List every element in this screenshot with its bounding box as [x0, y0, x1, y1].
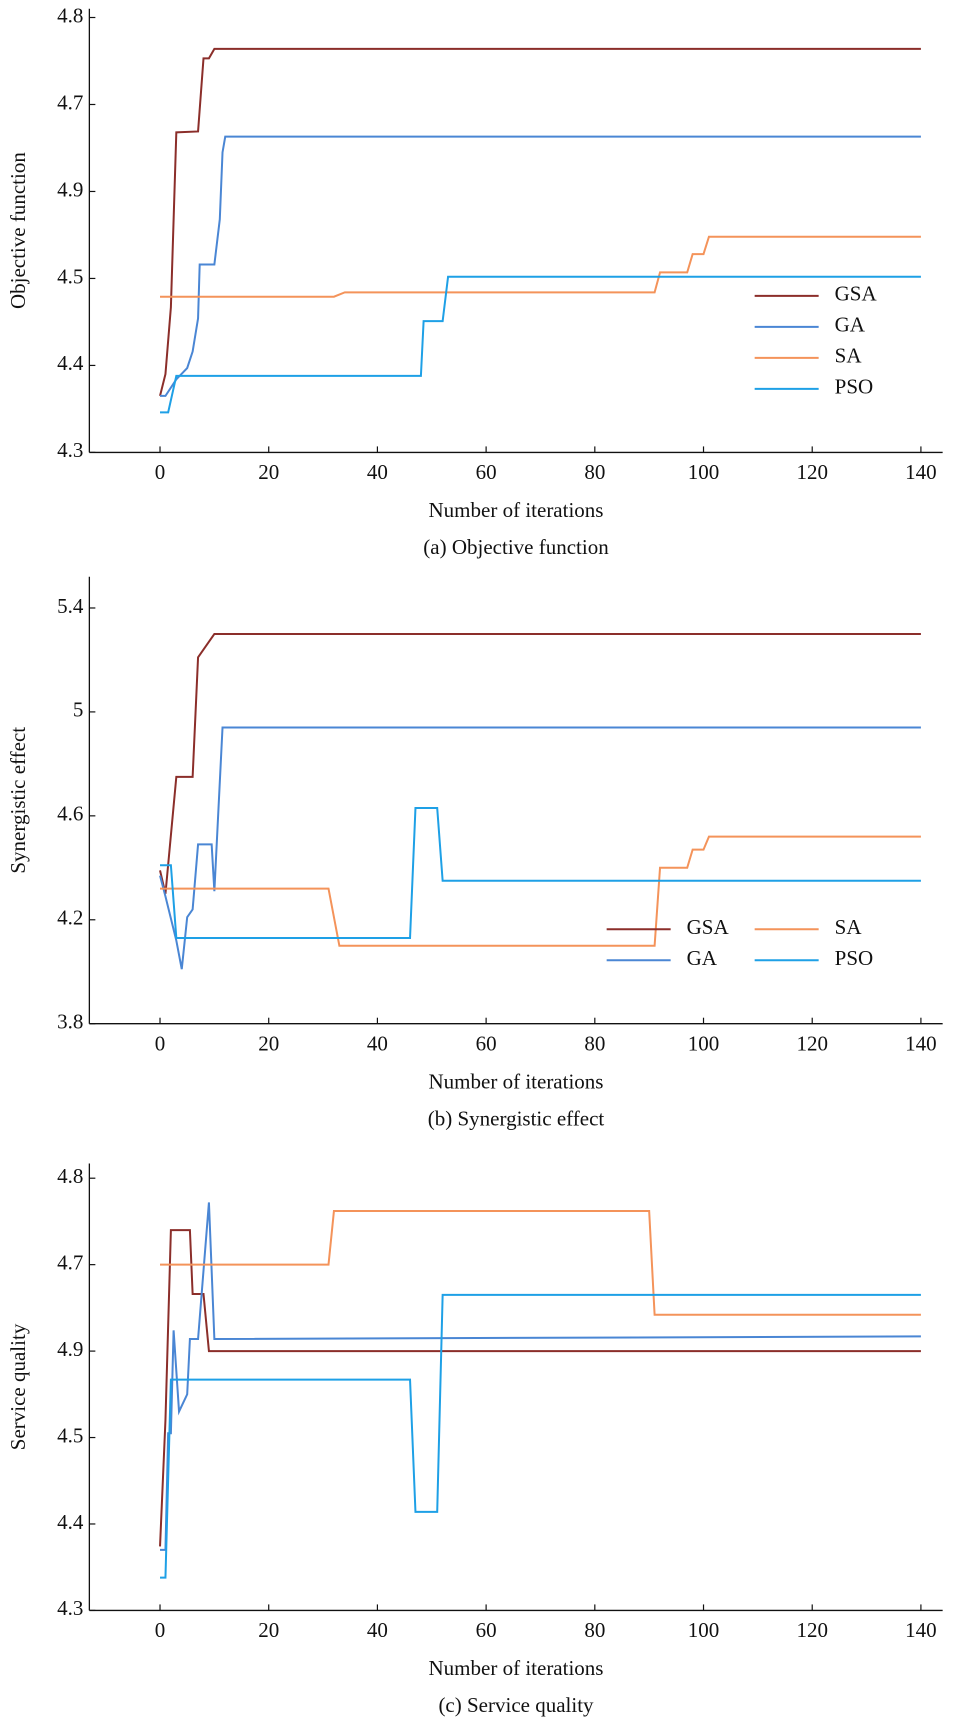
x-tick-label: 40 — [367, 1618, 388, 1642]
series-line — [160, 1210, 921, 1316]
x-tick-label: 100 — [688, 1618, 720, 1642]
x-tick-label: 100 — [688, 460, 720, 484]
legend-label: SA — [835, 344, 863, 368]
legend-label: PSO — [835, 946, 874, 970]
x-axis-label: Number of iterations — [429, 1070, 604, 1094]
series-line — [160, 275, 921, 414]
x-tick-label: 0 — [155, 460, 166, 484]
x-tick-label: 60 — [476, 1618, 497, 1642]
y-tick-label: 4.9 — [57, 1337, 83, 1361]
x-axis-label: Number of iterations — [429, 498, 604, 522]
x-tick-label: 60 — [476, 460, 497, 484]
series-line — [160, 1202, 921, 1551]
x-tick-label: 20 — [258, 1618, 279, 1642]
series-line — [159, 47, 921, 397]
y-tick-label: 3.8 — [57, 1010, 83, 1034]
x-tick-label: 120 — [796, 1618, 828, 1642]
legend-label: GA — [835, 313, 866, 337]
caption: (b) Synergistic effect — [428, 1107, 605, 1131]
y-tick-label: 4.8 — [57, 1164, 83, 1188]
legend-label: GSA — [687, 915, 730, 939]
x-tick-label: 40 — [367, 1032, 388, 1056]
y-tick-label: 4.5 — [57, 1423, 83, 1447]
x-tick-label: 100 — [688, 1032, 720, 1056]
x-tick-label: 140 — [905, 1618, 937, 1642]
series-line — [160, 835, 921, 947]
series-line — [159, 1229, 921, 1547]
series-line — [160, 1293, 921, 1579]
legend-label: GA — [687, 946, 718, 970]
x-tick-label: 80 — [584, 1032, 605, 1056]
x-tick-label: 120 — [796, 460, 828, 484]
y-axis-label: Synergistic effect — [6, 727, 30, 874]
y-tick-label: 4.3 — [57, 438, 83, 462]
x-tick-label: 0 — [155, 1032, 166, 1056]
y-tick-label: 4.4 — [57, 1510, 84, 1534]
x-tick-label: 60 — [476, 1032, 497, 1056]
y-tick-label: 4.2 — [57, 906, 83, 930]
x-tick-label: 80 — [584, 460, 605, 484]
y-tick-label: 4.6 — [57, 802, 83, 826]
x-tick-label: 120 — [796, 1032, 828, 1056]
x-tick-label: 40 — [367, 460, 388, 484]
y-tick-label: 4.3 — [57, 1596, 83, 1620]
y-axis-label: Service quality — [6, 1323, 30, 1450]
legend-label: SA — [835, 915, 863, 939]
y-tick-label: 4.7 — [57, 90, 83, 114]
legend-label: PSO — [835, 375, 874, 399]
legend-label: GSA — [835, 282, 878, 306]
series-line — [159, 726, 921, 970]
y-tick-label: 5 — [73, 698, 84, 722]
caption: (a) Objective function — [423, 535, 609, 559]
series-line — [160, 235, 921, 298]
x-tick-label: 80 — [584, 1618, 605, 1642]
series-line — [160, 807, 921, 939]
x-tick-label: 20 — [258, 1032, 279, 1056]
y-tick-label: 4.9 — [57, 177, 83, 201]
y-tick-label: 4.5 — [57, 264, 83, 288]
x-tick-label: 140 — [905, 1032, 937, 1056]
x-axis-label: Number of iterations — [429, 1656, 604, 1680]
series-line — [159, 632, 921, 895]
x-tick-label: 140 — [905, 460, 937, 484]
y-axis-label: Objective function — [6, 152, 30, 309]
y-tick-label: 4.4 — [57, 351, 84, 375]
y-tick-label: 4.8 — [57, 3, 83, 27]
y-tick-label: 5.4 — [57, 594, 84, 618]
y-tick-label: 4.7 — [57, 1250, 83, 1274]
caption: (c) Service quality — [438, 1693, 594, 1717]
x-tick-label: 0 — [155, 1618, 166, 1642]
x-tick-label: 20 — [258, 460, 279, 484]
